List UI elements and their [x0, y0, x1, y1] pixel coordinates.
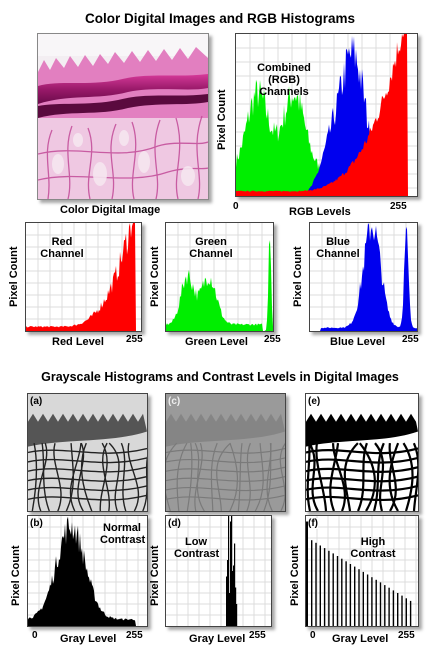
grayscale-image-normal: (a)	[27, 393, 148, 512]
grayscale-image-low: (c)	[165, 393, 286, 512]
blue-x-max: 255	[402, 334, 419, 345]
combined-channels-label: Combined (RGB) Channels	[252, 62, 316, 98]
low-contrast-histogram: (d) Low Contrast	[165, 515, 272, 627]
green-label-line: Channel	[189, 248, 233, 260]
combined-x-label: RGB Levels	[289, 206, 351, 218]
hist-f-x-label: Gray Level	[332, 633, 389, 645]
grid-lines	[306, 516, 418, 626]
color-image-caption: Color Digital Image	[60, 204, 161, 216]
red-series	[26, 223, 141, 331]
image-a-epithelium	[28, 413, 147, 447]
grayscale-image-e-drawing	[306, 394, 418, 511]
image-e-fibers	[306, 442, 418, 511]
image-c-epithelium	[166, 413, 285, 447]
grayscale-image-c-drawing	[166, 394, 285, 511]
blue-series	[310, 223, 417, 331]
high-label-line: Contrast	[350, 548, 396, 560]
hist-d-x-label: Gray Level	[189, 633, 246, 645]
image-c-fibers	[166, 442, 285, 511]
grayscale-image-high: (e)	[305, 393, 419, 512]
blue-label-line: Blue	[326, 236, 350, 248]
green-channel-label: Green Channel	[184, 236, 238, 260]
red-x-label: Red Level	[52, 336, 104, 348]
green-x-max: 255	[264, 334, 281, 345]
combined-label-line: (RGB)	[268, 74, 300, 86]
low-label-line: Contrast	[174, 548, 220, 560]
grid-lines	[166, 516, 271, 626]
hist-b-y-label: Pixel Count	[10, 545, 22, 606]
hist-d-x-max: 255	[249, 630, 266, 641]
high-series	[306, 521, 412, 626]
color-tissue-drawing	[38, 34, 208, 199]
red-y-label: Pixel Count	[8, 246, 20, 307]
blue-x-label: Blue Level	[330, 336, 386, 348]
normal-contrast-histogram: (b) Normal Contrast	[27, 515, 148, 627]
hist-f-y-label: Pixel Count	[289, 545, 301, 606]
image-a-fibers	[28, 442, 147, 511]
blue-channel-histogram	[309, 222, 418, 332]
combined-histogram-plot	[236, 34, 417, 196]
blue-y-label: Pixel Count	[292, 246, 304, 307]
red-label-line: Red	[51, 236, 73, 248]
hist-f-x-max: 255	[398, 630, 415, 641]
high-contrast-label: High Contrast	[346, 536, 400, 560]
green-y-label: Pixel Count	[149, 246, 161, 307]
low-series	[226, 516, 238, 626]
normal-label-line: Normal	[103, 522, 141, 534]
hist-tag-d: (d)	[168, 518, 181, 529]
image-tag-c: (c)	[168, 396, 181, 407]
combined-label-line: Channels	[259, 86, 309, 98]
hist-b-x-label: Gray Level	[60, 633, 117, 645]
green-histogram-plot	[166, 223, 273, 331]
green-series	[166, 240, 273, 331]
red-x-max: 255	[126, 334, 143, 345]
hist-f-x-min: 0	[310, 630, 316, 641]
blue-channel-label: Blue Channel	[316, 236, 360, 260]
blue-histogram-plot	[310, 223, 417, 331]
hist-d-y-label: Pixel Count	[149, 545, 161, 606]
combined-red-series	[236, 34, 417, 196]
combined-green-series	[236, 79, 417, 196]
red-histogram-plot	[26, 223, 141, 331]
normal-series	[28, 516, 147, 626]
low-label-line: Low	[185, 536, 207, 548]
top-section-title: Color Digital Images and RGB Histograms	[84, 11, 356, 26]
normal-label-line: Contrast	[100, 534, 146, 546]
combined-x-min: 0	[233, 201, 239, 212]
normal-histogram-plot	[28, 516, 147, 626]
high-contrast-histogram: (f) High Contrast	[305, 515, 419, 627]
low-histogram-plot	[166, 516, 271, 626]
green-label-line: Green	[195, 236, 227, 248]
image-tag-a: (a)	[30, 396, 43, 407]
image-e-epithelium	[306, 413, 418, 447]
green-channel-histogram	[165, 222, 274, 332]
high-label-line: High	[360, 536, 386, 548]
hist-tag-f: (f)	[308, 518, 318, 529]
hist-b-x-max: 255	[126, 630, 143, 641]
high-histogram-plot	[306, 516, 418, 626]
normal-contrast-label: Normal Contrast	[100, 522, 146, 546]
green-x-label: Green Level	[185, 336, 248, 348]
bottom-section-title: Grayscale Histograms and Contrast Levels…	[41, 370, 399, 384]
combined-x-max: 255	[390, 201, 407, 212]
red-channel-label: Red Channel	[40, 236, 84, 260]
red-channel-histogram	[25, 222, 142, 332]
combined-rgb-histogram	[235, 33, 418, 197]
grayscale-image-a-drawing	[28, 394, 147, 511]
color-tissue-image	[37, 33, 209, 200]
combined-y-label: Pixel Count	[216, 89, 228, 150]
red-label-line: Channel	[40, 248, 84, 260]
hist-tag-b: (b)	[30, 518, 43, 529]
blue-label-line: Channel	[316, 248, 360, 260]
low-contrast-label: Low Contrast	[174, 536, 220, 560]
hist-b-x-min: 0	[32, 630, 38, 641]
combined-label-line: Combined	[257, 62, 311, 74]
image-tag-e: (e)	[308, 396, 321, 407]
